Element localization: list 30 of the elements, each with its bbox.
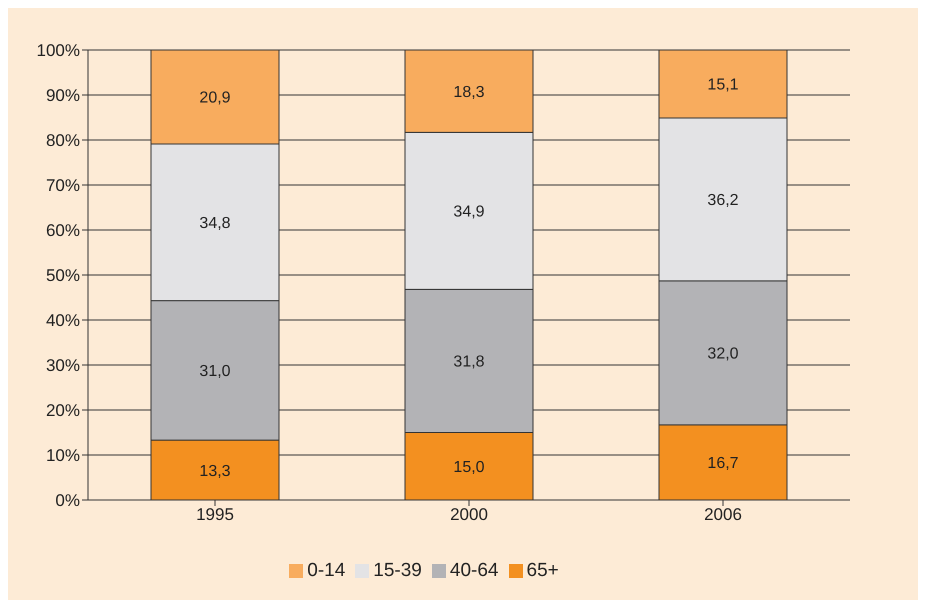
- data-label: 18,3: [453, 84, 485, 101]
- data-label: 32,0: [707, 346, 739, 363]
- data-label: 15,0: [453, 458, 485, 476]
- y-tick-label: 10%: [46, 446, 80, 466]
- y-tick-label: 0%: [55, 491, 80, 510]
- data-label: 31,0: [199, 363, 231, 380]
- y-tick-label: 30%: [46, 356, 80, 376]
- y-tick-label: 60%: [46, 221, 80, 240]
- y-tick-label: 100%: [36, 41, 80, 60]
- x-tick-label: 2000: [450, 505, 488, 524]
- data-label: 34,8: [199, 215, 231, 232]
- data-label: 16,7: [707, 455, 739, 472]
- y-tick-label: 50%: [46, 266, 80, 286]
- x-tick-label: 2006: [704, 505, 742, 524]
- y-tick-label: 90%: [46, 86, 80, 106]
- y-tick-label: 40%: [46, 311, 80, 330]
- data-label: 13,3: [199, 462, 231, 480]
- data-label: 20,9: [199, 90, 231, 107]
- legend-label: 15-39: [373, 560, 422, 581]
- data-label: 34,9: [453, 204, 485, 221]
- legend-label: 0-14: [307, 560, 346, 581]
- legend-label: 40-64: [450, 560, 498, 581]
- data-label: 36,2: [707, 192, 739, 210]
- data-label: 15,1: [707, 76, 739, 94]
- y-tick-label: 70%: [46, 176, 80, 196]
- x-tick-label: 1995: [196, 505, 234, 524]
- data-label: 31,8: [453, 354, 485, 371]
- y-tick-label: 80%: [46, 131, 80, 150]
- y-tick-label: 20%: [46, 401, 80, 420]
- legend-label: 65+: [526, 560, 559, 581]
